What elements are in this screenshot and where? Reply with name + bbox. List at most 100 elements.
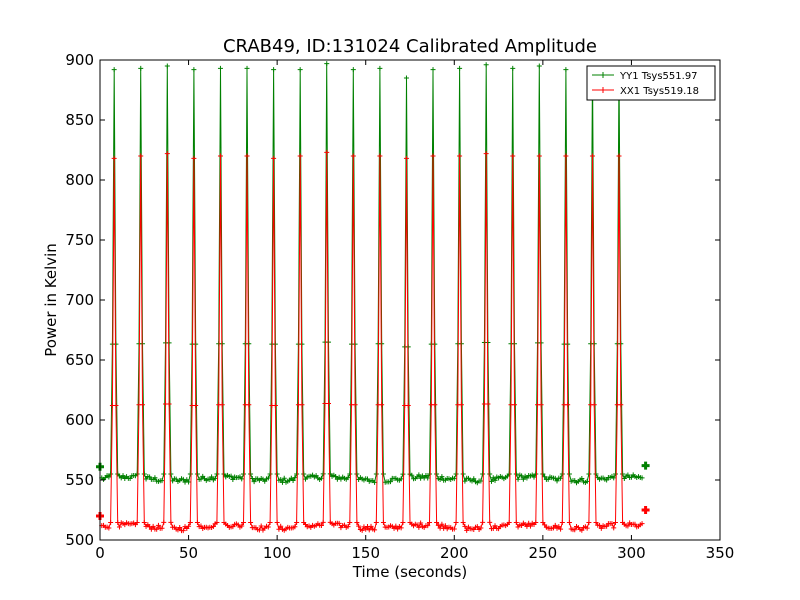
data-point [326,401,332,407]
data-point [604,523,610,529]
data-point [460,519,466,525]
series-0 [96,61,650,486]
data-point [488,478,494,484]
y-tick-label: 500 [65,531,94,549]
data-point [478,525,484,531]
data-point [164,151,170,157]
legend-marker [600,87,606,93]
data-point [423,472,429,478]
data-point [403,75,409,81]
data-point [141,471,147,477]
data-point [240,471,246,477]
data-point [430,67,436,73]
data-point [453,519,459,525]
data-point [554,478,560,484]
data-point [373,471,379,477]
data-point [368,523,374,529]
data-point [531,474,537,480]
data-point [611,525,617,531]
data-point [434,519,440,525]
data-point [166,401,172,407]
data-point [180,528,186,534]
data-point [380,471,386,477]
data-point [457,65,463,71]
data-point [490,475,496,481]
data-point [318,523,324,529]
data-point [563,67,569,73]
y-tick-label: 700 [65,291,94,309]
data-point [150,523,156,529]
tick-layer: 0 50 100 150 200 250 300 350 500 550 600 650 700 750 8… [65,51,734,562]
data-point [432,402,438,408]
data-point [451,476,457,482]
data-point [108,519,114,525]
data-point [372,479,378,485]
data-point [552,522,558,528]
data-point [120,473,126,479]
data-point [320,471,326,477]
data-point [380,519,386,525]
data-point [460,471,466,477]
data-point [513,471,519,477]
data-point [278,477,284,483]
data-point [193,403,199,409]
data-point [251,479,257,485]
data-point [271,67,277,73]
data-point [274,519,280,525]
data-point [533,471,539,477]
data-point [506,471,512,477]
data-point [612,519,618,525]
data-point [579,527,585,533]
data-point [177,524,183,530]
data-point [418,520,424,526]
data-point [591,402,597,408]
data-point [113,403,119,409]
data-point [354,519,360,525]
data-point [425,523,431,529]
data-point [414,522,420,528]
data-point [558,475,564,481]
data-point [492,523,498,529]
data-point [400,519,406,525]
data-point [589,153,595,159]
data-point [366,527,372,533]
legend-marker [600,72,606,78]
data-point [159,478,165,484]
data-point [127,475,133,481]
end-marker [641,506,650,514]
data-point [267,471,273,477]
data-point [318,475,324,481]
data-point [267,519,273,525]
data-point [187,519,193,525]
data-point [186,523,192,529]
data-point [377,153,383,159]
data-point [248,519,254,525]
data-point [515,476,521,482]
data-point [363,526,369,532]
data-point [506,519,512,525]
data-point [239,476,245,482]
data-point [480,519,486,525]
data-point [108,471,114,477]
data-point [524,475,530,481]
data-point [111,155,117,161]
legend-label: YY1 Tsys551.97 [619,71,698,82]
data-point [106,474,112,480]
data-point [240,519,246,525]
data-point [559,519,565,525]
data-point [464,527,470,533]
data-point [609,521,615,527]
data-point [168,471,174,477]
data-point [324,149,330,155]
data-point [439,474,445,480]
data-point [533,519,539,525]
data-point [398,525,404,531]
data-point [297,153,303,159]
x-axis-label: Time (seconds) [352,563,468,581]
y-axis-label: Power in Kelvin [42,243,60,357]
data-point [485,401,491,407]
data-point [297,67,303,73]
data-point [294,471,300,477]
data-point [439,521,445,527]
data-point [194,519,200,525]
